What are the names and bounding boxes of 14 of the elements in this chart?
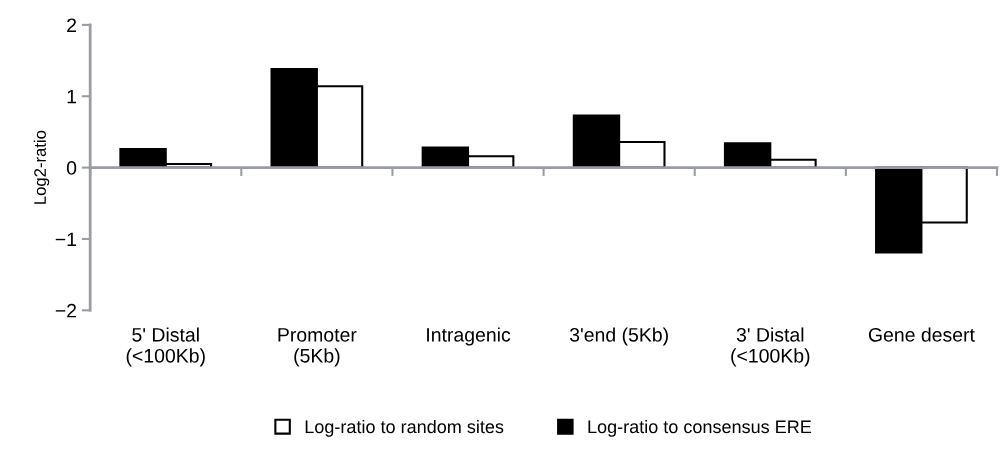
y-tick-label: −2 [55,303,77,318]
x-tick-label: Promoter (5Kb) [278,328,357,367]
x-tick-label: Gene desert [868,327,975,342]
x-tick-label: 3'end (5Kb) [569,327,668,346]
x-tick-label: Intragenic [427,327,511,346]
legend-label: Log-ratio to consensus ERE [588,419,812,437]
y-axis-title: Log2-ratio [33,130,50,204]
y-tick-label: 2 [67,18,77,32]
legend-label: Log-ratio to random sites [305,419,504,437]
y-tick-label: 0 [66,161,77,175]
y-tick-label: −1 [55,232,77,246]
x-tick-label: 3' Distal (<100Kb) [731,327,810,367]
y-tick-label: 1 [67,89,77,104]
x-tick-label: 5' Distal (<100Kb) [126,327,205,367]
